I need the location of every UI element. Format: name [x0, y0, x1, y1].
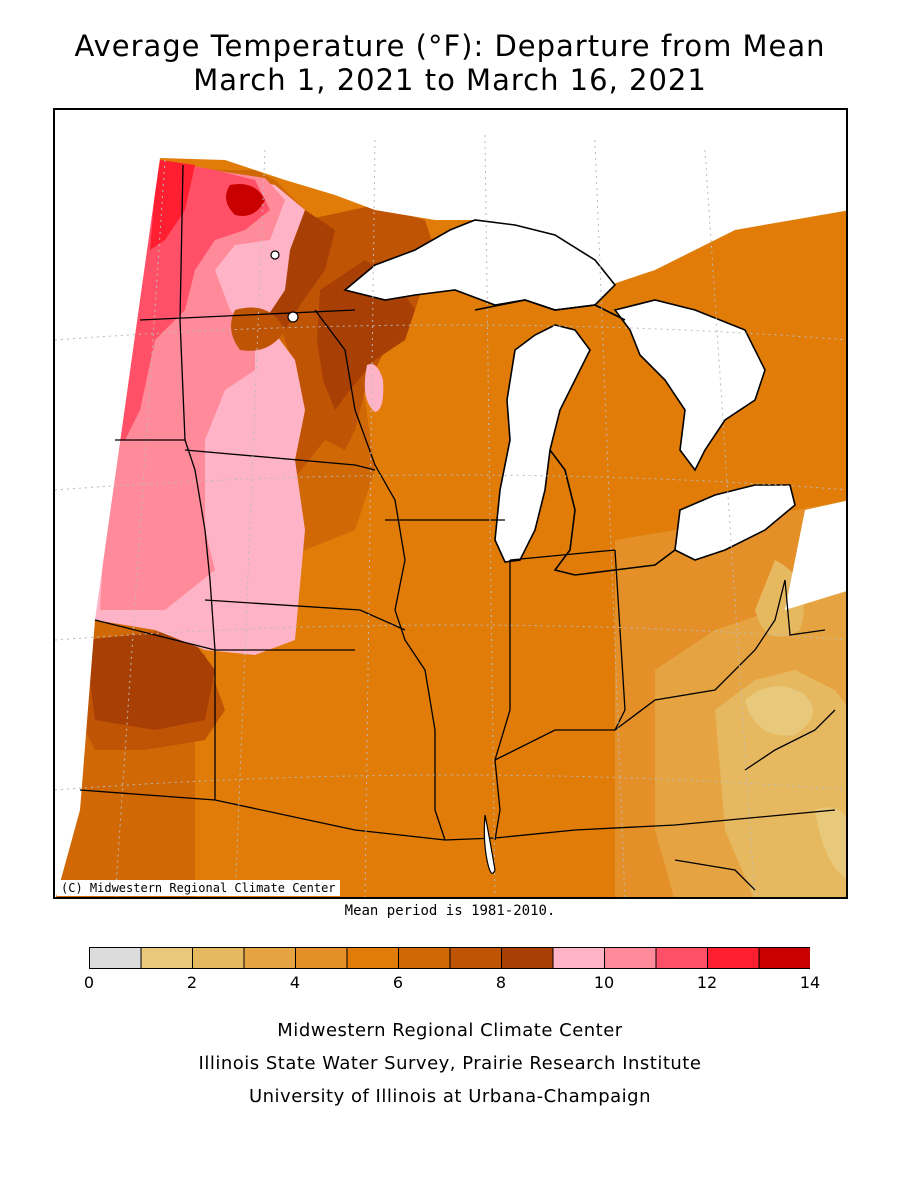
ks-ok-border — [79, 789, 446, 841]
credit-mrcc: Midwestern Regional Climate Center — [277, 1020, 623, 1041]
nd-mn-border — [179, 164, 186, 441]
lake-erie — [674, 484, 796, 561]
map-panel: (C) Midwestern Regional Climate Center — [53, 108, 848, 899]
ia-mo-border — [204, 599, 406, 631]
lake-of-the-woods — [270, 250, 280, 260]
legend-bin-8 — [501, 947, 554, 969]
legend-tick-label: 6 — [392, 973, 404, 992]
legend-bin-13 — [758, 947, 810, 969]
in-mi-border — [509, 549, 616, 561]
legend-tick-label: 2 — [186, 973, 198, 992]
legend-tick-labels: 0 2 4 6 8 10 12 14 — [0, 973, 900, 997]
lake-michigan — [494, 324, 591, 563]
legend-bin-0 — [89, 947, 142, 969]
legend-bin-2 — [192, 947, 245, 969]
legend-bin-11 — [655, 947, 708, 969]
legend-bin-7 — [449, 947, 502, 969]
graticule-lat-1 — [55, 324, 846, 341]
legend-tick-label: 4 — [289, 973, 301, 992]
legend-bin-4 — [295, 947, 348, 969]
contour-2-3 — [715, 670, 846, 897]
legend-bin-1 — [140, 947, 193, 969]
mn-ia-border — [184, 449, 376, 471]
lake-huron — [613, 299, 766, 472]
outside-east-ontario — [785, 500, 846, 610]
map-title: Average Temperature (°F): Departure from… — [74, 29, 826, 63]
va-nc-border — [674, 859, 756, 891]
contour-12-13 — [150, 160, 195, 250]
legend-bin-9 — [552, 947, 605, 969]
legend-bin-5 — [346, 947, 399, 969]
graticule — [55, 134, 846, 897]
legend-tick-label: 10 — [593, 973, 615, 992]
graticule-lat-3 — [55, 624, 846, 641]
canada-region — [55, 110, 846, 290]
kentucky-lake — [483, 814, 496, 874]
legend-bin-12 — [707, 947, 760, 969]
sd-mn-border — [184, 439, 216, 651]
state-boundaries — [79, 164, 836, 891]
legend-tick-label: 12 — [696, 973, 718, 992]
lake-superior — [343, 219, 617, 311]
contour-8-9-west — [85, 630, 215, 730]
graticule-lat-4 — [55, 774, 846, 791]
map-copyright: (C) Midwestern Regional Climate Center — [57, 880, 340, 896]
legend-tick-label: 0 — [83, 973, 95, 992]
graticule-lon-1 — [114, 159, 166, 897]
graticule-lon-4 — [484, 134, 496, 897]
nd-sd-border — [139, 309, 356, 321]
credit-uiuc: University of Illinois at Urbana-Champai… — [248, 1086, 652, 1107]
graticule-lat-2 — [55, 474, 846, 491]
ohio-river-border — [494, 579, 786, 761]
temperature-departure-map — [55, 110, 846, 897]
map-date-range: March 1, 2021 to March 16, 2021 — [193, 63, 707, 97]
legend-tick-label: 8 — [495, 973, 507, 992]
contour-9-10-wi-spot — [364, 364, 384, 412]
graticule-lon-3 — [364, 139, 376, 897]
graticule-lon-5 — [594, 139, 626, 897]
outside-west — [55, 110, 160, 897]
wv-va-border — [744, 709, 836, 771]
legend-colorbar — [89, 947, 810, 969]
mississippi-river-border — [314, 309, 446, 841]
upper-peninsula-coast — [474, 299, 626, 321]
tn-ky-border — [444, 809, 836, 841]
oh-pa-border — [784, 579, 826, 636]
lower-michigan-coast — [549, 449, 676, 576]
credit-isws: Illinois State Water Survey, Prairie Res… — [198, 1053, 702, 1074]
contour-1-2 — [745, 686, 813, 736]
legend-bin-6 — [398, 947, 451, 969]
color-legend — [89, 947, 810, 969]
legend-tick-label: 14 — [799, 973, 821, 992]
legend-bin-10 — [604, 947, 657, 969]
red-lake — [287, 311, 299, 323]
contour-13-14 — [226, 184, 265, 216]
contour-1-2-south — [815, 807, 846, 878]
contour-7-8-nd — [231, 307, 285, 351]
legend-bin-3 — [243, 947, 296, 969]
mean-period-note: Mean period is 1981-2010. — [344, 903, 556, 919]
